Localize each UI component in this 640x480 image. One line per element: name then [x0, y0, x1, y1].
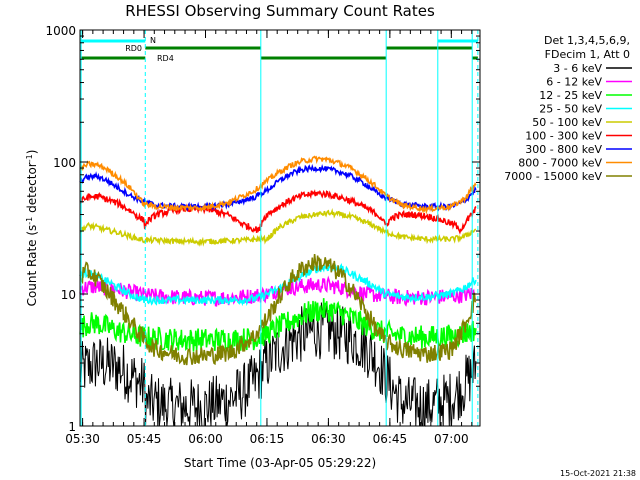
- series-line-8: [79, 155, 477, 215]
- legend-label-8: 800 - 7000 keV: [518, 157, 602, 170]
- series-line-5: [79, 207, 477, 247]
- y-tick-label-4: 1000: [45, 24, 76, 38]
- x-tick-label-5: 06:30: [311, 432, 346, 446]
- y-tick-label-1: 1: [68, 420, 76, 434]
- legend-label-7: 300 - 800 keV: [525, 143, 602, 156]
- legend: Det 1,3,4,5,6,9,FDecim 1, Att 03 - 6 keV…: [504, 34, 632, 183]
- legend-label-2: 6 - 12 keV: [546, 76, 602, 89]
- x-tick-label-1: 05:30: [65, 432, 100, 446]
- plot-frame: [79, 29, 481, 427]
- legend-header-2: FDecim 1, Att 0: [545, 48, 630, 61]
- legend-label-4: 25 - 50 keV: [539, 103, 602, 116]
- status-bars: N RD0 RD4: [81, 36, 478, 63]
- axes: 05:30 05:45 06:00 06:15 06:30 06:45 07:00 1 10 10…: [45, 24, 480, 446]
- chart-title: RHESSI Observing Summary Count Rates: [125, 2, 435, 20]
- y-axis-label: Count Rate (s-1 detector-1): [25, 150, 40, 307]
- legend-header-1: Det 1,3,4,5,6,9,: [544, 34, 630, 47]
- x-tick-label-2: 05:45: [127, 432, 162, 446]
- status-label-rd4: RD4: [157, 54, 174, 63]
- x-tick-label-4: 06:15: [250, 432, 285, 446]
- x-tick-label-7: 07:00: [434, 432, 469, 446]
- x-tick-label-6: 06:45: [373, 432, 408, 446]
- series-line-9: [79, 254, 477, 366]
- legend-label-1: 3 - 6 keV: [553, 62, 602, 75]
- legend-label-3: 12 - 25 keV: [539, 89, 602, 102]
- vertical-markers: [80, 30, 479, 426]
- series-line-6: [79, 189, 477, 235]
- status-label-n: N: [150, 36, 156, 45]
- y-tick-label-3: 100: [53, 156, 76, 170]
- x-tick-label-3: 06:00: [188, 432, 223, 446]
- plot-series: [79, 155, 477, 427]
- y-tick-label-2: 10: [61, 288, 76, 302]
- series-line-4: [79, 262, 477, 307]
- legend-label-9: 7000 - 15000 keV: [504, 170, 602, 183]
- legend-label-5: 50 - 100 keV: [532, 116, 602, 129]
- timestamp: 15-Oct-2021 21:38: [560, 469, 636, 478]
- x-axis-label: Start Time (03-Apr-05 05:29:22): [184, 456, 376, 470]
- legend-label-6: 100 - 300 keV: [525, 130, 602, 143]
- status-label-rd0: RD0: [125, 44, 142, 53]
